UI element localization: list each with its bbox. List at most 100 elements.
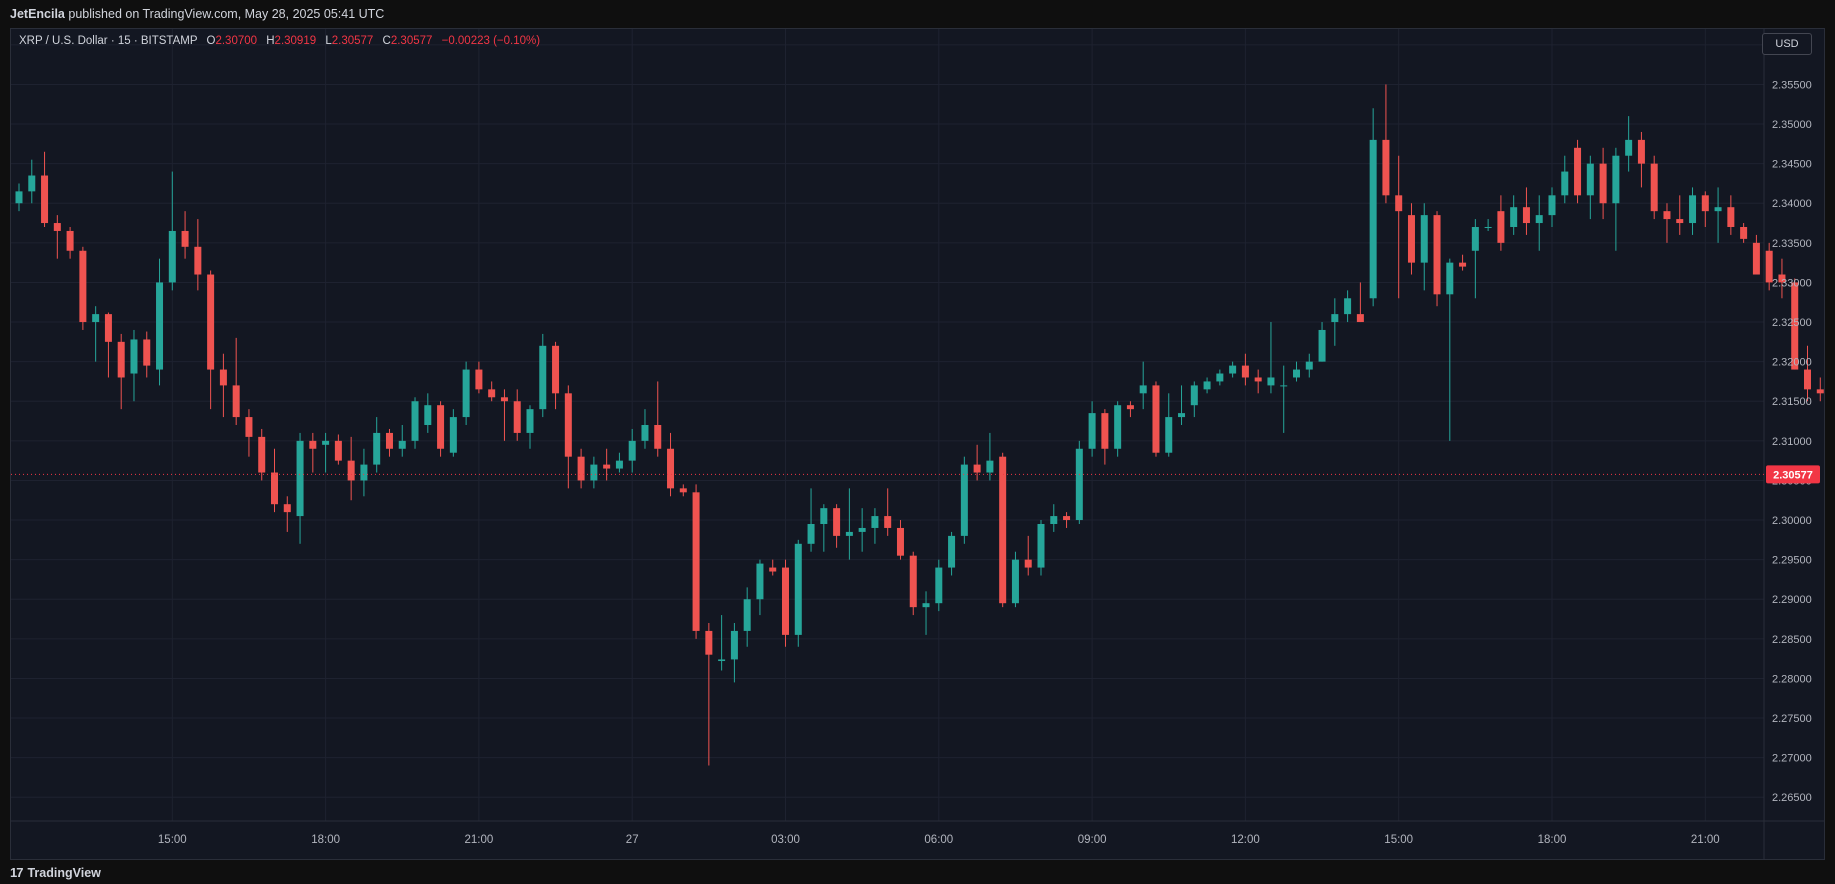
candle-body [1689,195,1697,224]
legend-low-value: 2.30577 [331,35,374,47]
price-tick-label: 2.28000 [1772,673,1812,685]
legend-close-label: C [382,35,391,47]
candle-body [1446,262,1454,295]
candle-body [845,531,853,536]
published-info: JetEncila published on TradingView.com, … [10,7,384,21]
candle-body [488,389,496,398]
candle-body [207,274,215,370]
time-tick-label: 15:00 [158,834,187,846]
candle-body [999,456,1007,604]
candle-body [1714,207,1722,212]
author-name[interactable]: JetEncila [10,7,65,21]
candle-body [1804,369,1811,390]
candle-body [1561,171,1569,196]
candle-body [1676,219,1684,224]
candle-body [1535,215,1543,224]
candles [15,84,1824,766]
candle-body [168,230,176,283]
candle-body [322,440,330,445]
candle-body [1765,250,1773,283]
candle-body [1331,314,1339,323]
candle-body [1816,389,1824,394]
price-tick-label: 2.33500 [1772,238,1812,250]
price-tick-label: 2.35500 [1772,79,1812,91]
candle-body [513,401,521,433]
candle-body [718,659,726,662]
time-tick-label: 03:00 [771,834,800,846]
legend-symbol[interactable]: XRP / U.S. Dollar · 15 · BITSTAMP [19,35,198,47]
candle-body [117,341,125,378]
time-tick-label: 06:00 [924,834,953,846]
time-tick-label: 21:00 [1691,834,1720,846]
candle-body [628,440,636,461]
candle-body [1459,262,1467,267]
time-tick-label: 18:00 [1538,834,1567,846]
candle-body [1599,163,1607,204]
candle-body [1037,524,1045,568]
legend-open-value: 2.30700 [215,35,258,47]
currency-button[interactable]: USD [1762,33,1812,55]
candle-body [1740,227,1748,239]
candle-body [1420,215,1428,263]
candle-body [1484,227,1492,228]
price-tick-label: 2.31500 [1772,396,1812,408]
candle-body [641,425,649,441]
price-tick-label: 2.33000 [1772,277,1812,289]
last-price-badge [1766,465,1820,484]
candle-body [360,464,368,481]
time-tick-label: 12:00 [1231,834,1260,846]
candle-body [437,405,445,449]
candle-body [948,535,956,568]
candle-body [756,563,764,600]
candle-body [935,567,943,604]
chart-pane[interactable]: 2.26500 2.27000 2.27500 2.28000 2.28500 2.290… [10,28,1825,860]
candle-body [1178,413,1186,418]
candle-body [1612,155,1620,204]
candle-body [1229,365,1237,374]
price-tick-label: 2.30000 [1772,515,1812,527]
candle-body [1586,163,1594,196]
time-tick-label: 15:00 [1384,834,1413,846]
candle-body [104,314,112,342]
candle-body [705,630,713,655]
candle-body [1574,147,1582,196]
candle-body [1254,377,1262,382]
candle-body [960,464,968,536]
candle-body [1395,195,1403,212]
axes: 2.26500 2.27000 2.27500 2.28000 2.28500 2.290… [11,29,1824,859]
candle-body [1050,516,1058,524]
candle-body [130,339,138,374]
candle-body [1165,417,1173,453]
candle-body [53,223,61,231]
candle-body [1063,516,1071,521]
candle-body [309,440,317,449]
candle-body [986,460,994,473]
candle-body [1752,242,1760,275]
symbol-legend[interactable]: XRP / U.S. Dollar · 15 · BITSTAMP O2.307… [19,35,540,47]
candle-body [347,460,355,481]
candle-body [245,417,253,437]
candle-body [1152,385,1160,453]
candle-body [922,603,930,608]
price-tick-label: 2.26500 [1772,792,1812,804]
candle-body [411,401,419,441]
time-tick-label: 18:00 [311,834,340,846]
candle-body [462,369,470,418]
candle-body [143,339,151,366]
candle-body [820,508,828,524]
candle-body [1407,215,1415,263]
candle-body [28,175,36,192]
candle-body [1190,385,1198,406]
candle-body [1522,207,1530,224]
candle-body [66,230,74,251]
candle-body [539,345,547,410]
candle-body [1139,385,1147,394]
candle-body [283,504,291,513]
price-tick-label: 2.29000 [1772,594,1812,606]
candle-body [385,432,393,449]
tradingview-logo[interactable]: 17 TradingView [10,865,101,880]
candlestick-chart[interactable]: 2.26500 2.27000 2.27500 2.28000 2.28500 2.290… [11,29,1824,859]
candle-body [590,464,598,481]
candle-body [1727,207,1735,227]
tradingview-brand: TradingView [27,865,101,880]
